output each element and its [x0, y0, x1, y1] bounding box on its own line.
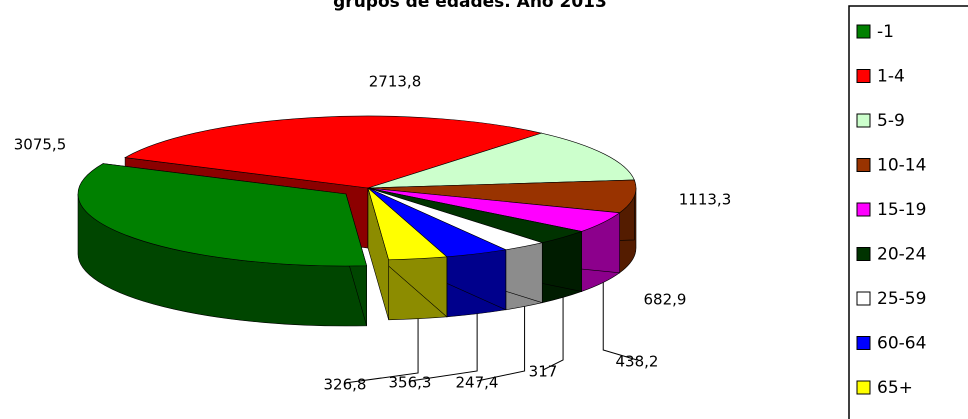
data-label: 356,3 [389, 374, 432, 392]
legend-label: 25-59 [877, 289, 926, 309]
leader-line [344, 318, 419, 384]
data-label: 3075,5 [14, 136, 67, 154]
slice [367, 187, 448, 261]
data-label: 247,4 [456, 374, 499, 392]
legend-label: 15-19 [877, 200, 926, 220]
data-label: 317 [529, 363, 558, 381]
data-label: 1113,3 [679, 191, 732, 209]
legend-label: -1 [877, 22, 894, 42]
legend-swatch [856, 113, 871, 128]
legend-label: 10-14 [877, 156, 926, 176]
data-label: 438,2 [616, 353, 659, 371]
leader-line [409, 313, 478, 382]
chart-title: grupos de edades. Año 2013 [333, 0, 607, 12]
legend-swatch [856, 336, 871, 350]
legend-swatch [856, 380, 871, 395]
leader-line [602, 282, 638, 361]
legend-label: 20-24 [877, 245, 926, 265]
legend-swatch [856, 202, 871, 217]
legend-label: 1-4 [877, 67, 905, 87]
legend-swatch [856, 24, 871, 39]
legend-label: 5-9 [877, 111, 905, 131]
data-label: 682,9 [644, 291, 687, 309]
legend-label: 65+ [877, 378, 913, 398]
legend-swatch [856, 158, 871, 172]
slice [367, 132, 635, 189]
legend-swatch [856, 247, 871, 261]
leader-line [542, 297, 564, 371]
data-label: 326,8 [324, 376, 367, 394]
data-label: 2713,8 [369, 73, 422, 91]
leader-line [476, 306, 526, 382]
slice [77, 163, 368, 267]
legend-swatch [856, 291, 871, 306]
slice [124, 115, 543, 189]
legend-swatch [856, 69, 871, 83]
legend-label: 60-64 [877, 334, 926, 354]
slice [367, 179, 637, 214]
